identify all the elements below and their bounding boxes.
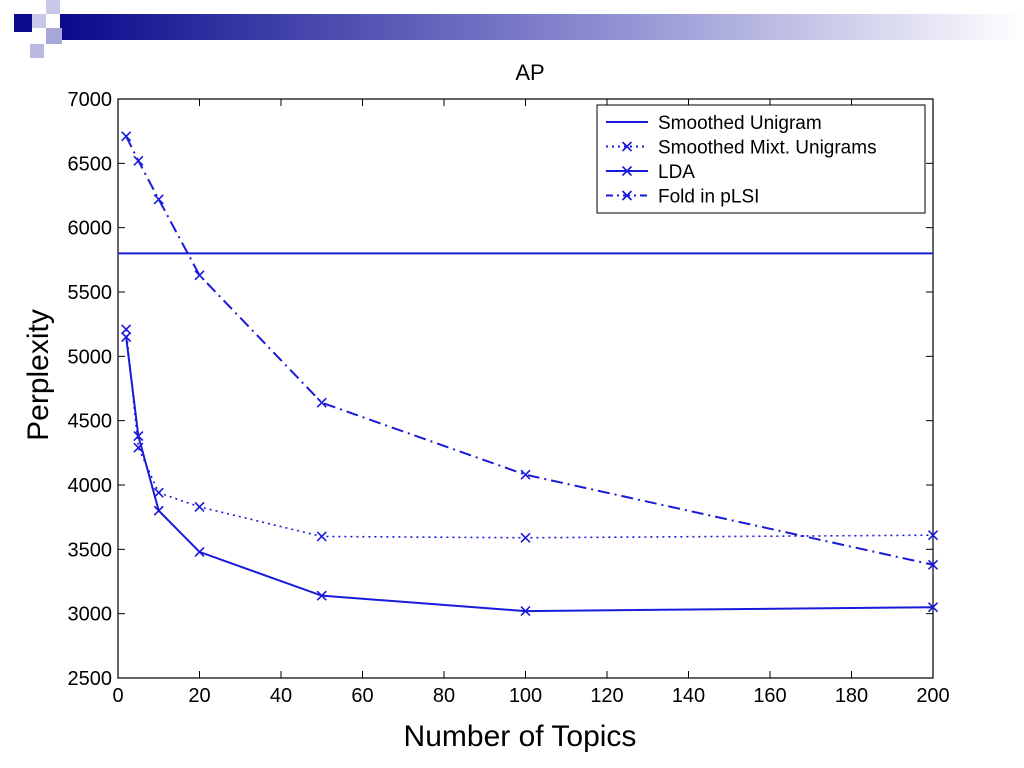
header-square-light-1 <box>32 14 46 28</box>
data-point-marker <box>927 602 939 613</box>
header-gradient-bar <box>60 14 1024 40</box>
y-tick-label: 4000 <box>68 475 113 497</box>
data-point-marker <box>520 532 531 543</box>
series-2 <box>121 331 939 617</box>
y-tick-label: 4500 <box>68 411 113 433</box>
series-line-2 <box>125 336 934 613</box>
x-axis-title: Number of Topics <box>404 720 637 753</box>
data-point-marker <box>121 331 132 343</box>
header-decoration <box>14 0 1024 58</box>
x-tick-label: 20 <box>188 685 210 707</box>
x-tick-label: 80 <box>433 685 455 707</box>
x-tick-label: 40 <box>270 685 292 707</box>
x-tick-label: 60 <box>351 685 373 707</box>
x-tick-label: 120 <box>590 685 623 707</box>
data-point-marker <box>316 590 327 601</box>
data-point-marker <box>194 501 205 512</box>
y-axis-title: Perplexity <box>22 309 55 441</box>
data-point-marker <box>153 194 164 205</box>
data-point-marker <box>520 469 531 480</box>
series-1 <box>121 324 939 543</box>
data-point-marker <box>153 505 164 516</box>
x-tick-label: 100 <box>509 685 542 707</box>
legend-label: Fold in pLSI <box>658 187 759 208</box>
data-point-marker <box>316 397 327 408</box>
data-point-marker <box>194 270 205 281</box>
header-square-light-3 <box>46 28 62 44</box>
legend-marker <box>621 141 633 152</box>
data-point-marker <box>121 131 132 142</box>
y-tick-label: 6000 <box>68 218 113 240</box>
legend-label: Smoothed Mixt. Unigrams <box>658 138 877 159</box>
data-point-marker <box>927 530 939 541</box>
legend-label: Smoothed Unigram <box>658 113 822 134</box>
y-tick-label: 5500 <box>68 282 113 304</box>
data-point-marker <box>194 546 205 557</box>
x-tick-label: 140 <box>672 685 705 707</box>
series-line-1 <box>125 329 934 539</box>
data-point-marker <box>133 431 144 442</box>
header-square-light-4 <box>30 44 44 58</box>
series-3 <box>121 131 939 570</box>
x-tick-label: 180 <box>835 685 868 707</box>
header-square-dark <box>14 14 32 32</box>
chart-title: AP <box>515 60 544 85</box>
y-tick-label: 6500 <box>68 153 113 175</box>
y-tick-label: 3000 <box>68 604 113 626</box>
legend: Smoothed Unigram Smoothed Mixt. Unigrams L… <box>596 104 926 214</box>
y-tick-label: 5000 <box>68 346 113 368</box>
legend-marker <box>621 165 633 177</box>
y-tick-label: 2500 <box>68 668 113 690</box>
data-point-marker <box>153 487 164 498</box>
series-layer <box>118 131 939 617</box>
header-square-light-2 <box>46 0 60 14</box>
data-point-marker <box>121 324 132 335</box>
y-tick-label: 3500 <box>68 539 113 561</box>
data-point-marker <box>316 531 327 542</box>
x-axis: 0 20 40 60 80 100 120 140 160 180 200 <box>112 99 950 707</box>
x-tick-label: 0 <box>112 685 123 707</box>
data-point-marker <box>927 559 939 570</box>
data-point-marker <box>133 155 144 166</box>
x-tick-label: 160 <box>753 685 786 707</box>
y-tick-label: 7000 <box>68 89 113 111</box>
legend-box <box>596 104 926 214</box>
x-tick-label: 200 <box>916 685 949 707</box>
legend-marker <box>621 190 633 201</box>
data-point-marker <box>520 606 531 617</box>
y-axis: 2500 3000 3500 4000 4500 5000 5500 6000 6500 7000 <box>68 89 933 690</box>
legend-label: LDA <box>658 162 695 183</box>
